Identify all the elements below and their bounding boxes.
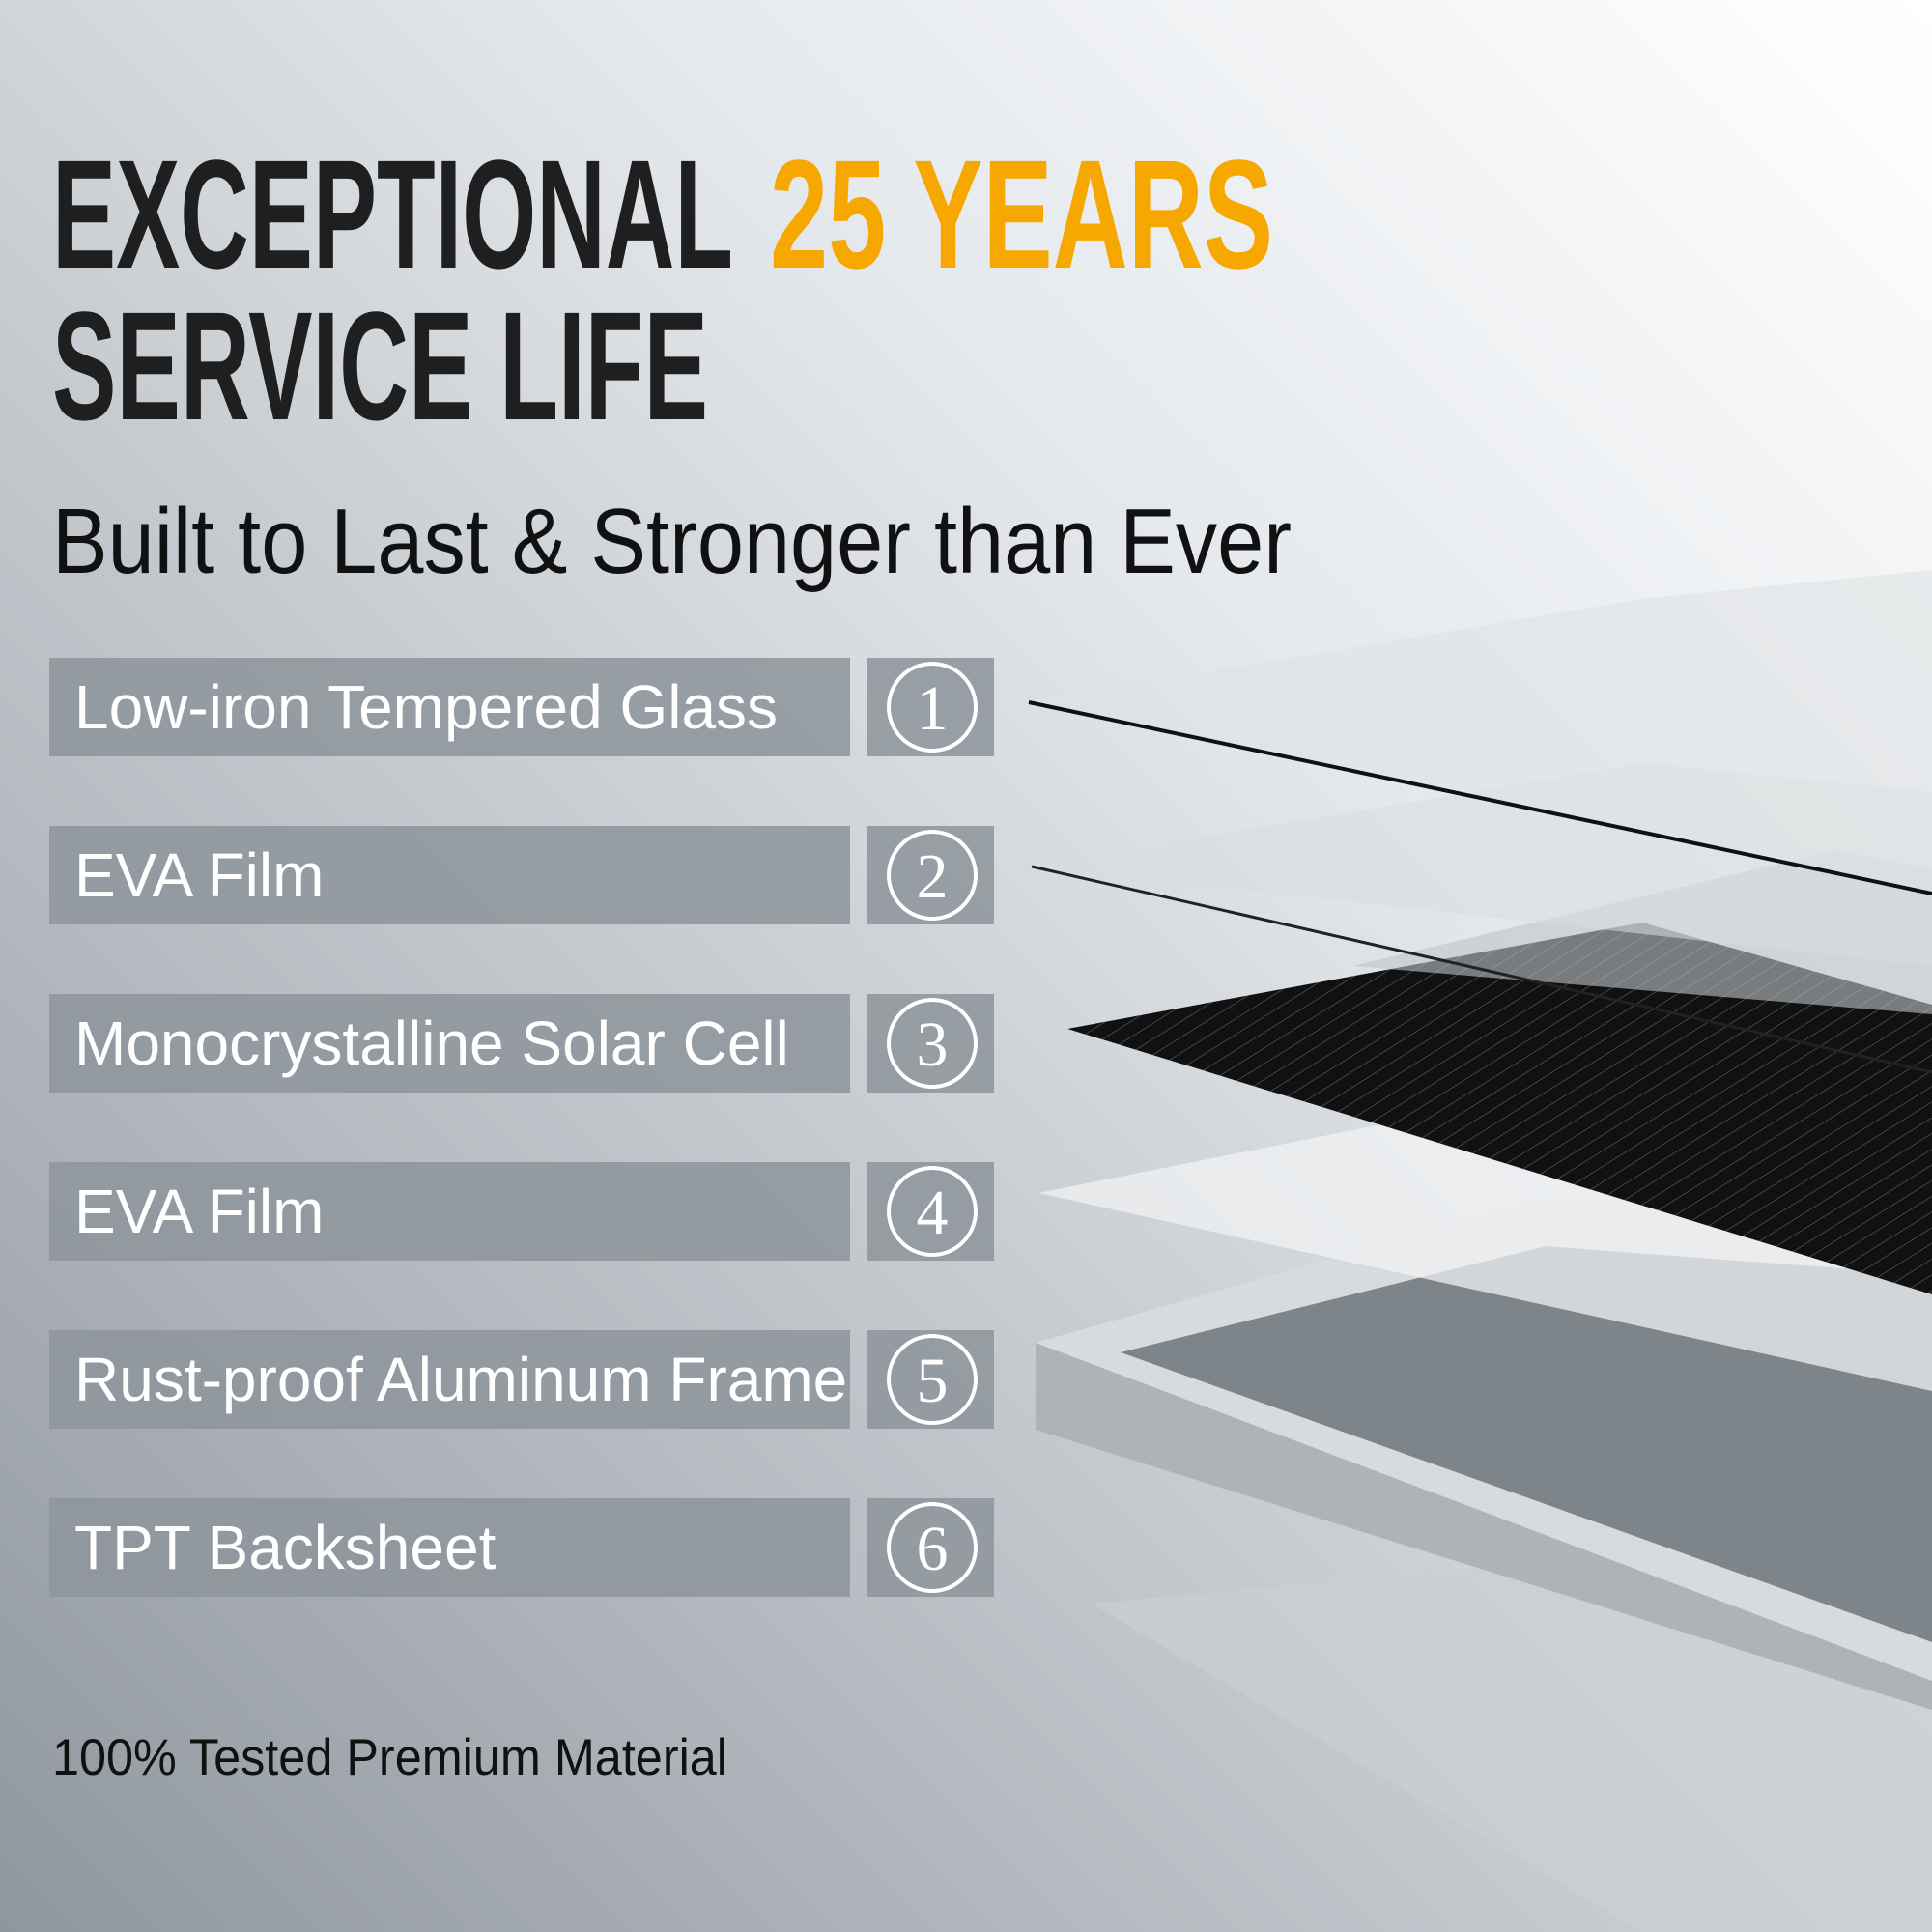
layer-row: EVA Film 2 [49,826,994,924]
layer-row: Low-iron Tempered Glass 1 [49,658,994,756]
layer-row: Rust-proof Aluminum Frame 5 [49,1330,994,1429]
layer-label: EVA Film [74,840,324,910]
layer-label: Monocrystalline Solar Cell [74,1009,789,1078]
layer-label: Rust-proof Aluminum Frame [74,1345,847,1414]
number-ring [887,998,978,1089]
number-ring [887,1166,978,1257]
label-box [49,994,850,1093]
layer-number: 5 [917,1346,949,1416]
label-box [49,1498,850,1597]
label-box [49,1330,850,1429]
number-ring [887,830,978,921]
label-box [49,658,850,756]
layer-number: 6 [917,1514,949,1584]
layer-number: 4 [917,1178,949,1248]
title-highlight: 25 YEARS [770,128,1273,300]
title-line2: SERVICE LIFE [52,279,708,452]
number-ring [887,1334,978,1425]
layer-number: 1 [917,673,949,744]
layer-label: Low-iron Tempered Glass [74,672,778,742]
layer-list: Low-iron Tempered Glass 1 EVA Film 2 Monocry… [49,658,994,1597]
layer-row: Monocrystalline Solar Cell 3 [49,994,994,1093]
label-box [49,1162,850,1261]
panel-illustration [1028,570,1932,1932]
layer-number: 3 [917,1009,949,1080]
number-ring [887,1502,978,1593]
layer-label: EVA Film [74,1177,324,1246]
layer-row: EVA Film 4 [49,1162,994,1261]
layer-number: 2 [917,841,949,912]
layer-label: TPT Backsheet [74,1513,497,1582]
number-ring [887,662,978,753]
label-box [49,826,850,924]
footer: 100% Tested Premium Material [52,1729,727,1786]
subtitle: Built to Last & Stronger than Ever [52,490,1292,593]
layer-row: TPT Backsheet 6 [49,1498,994,1597]
title-part1: EXCEPTIONAL [52,128,733,300]
